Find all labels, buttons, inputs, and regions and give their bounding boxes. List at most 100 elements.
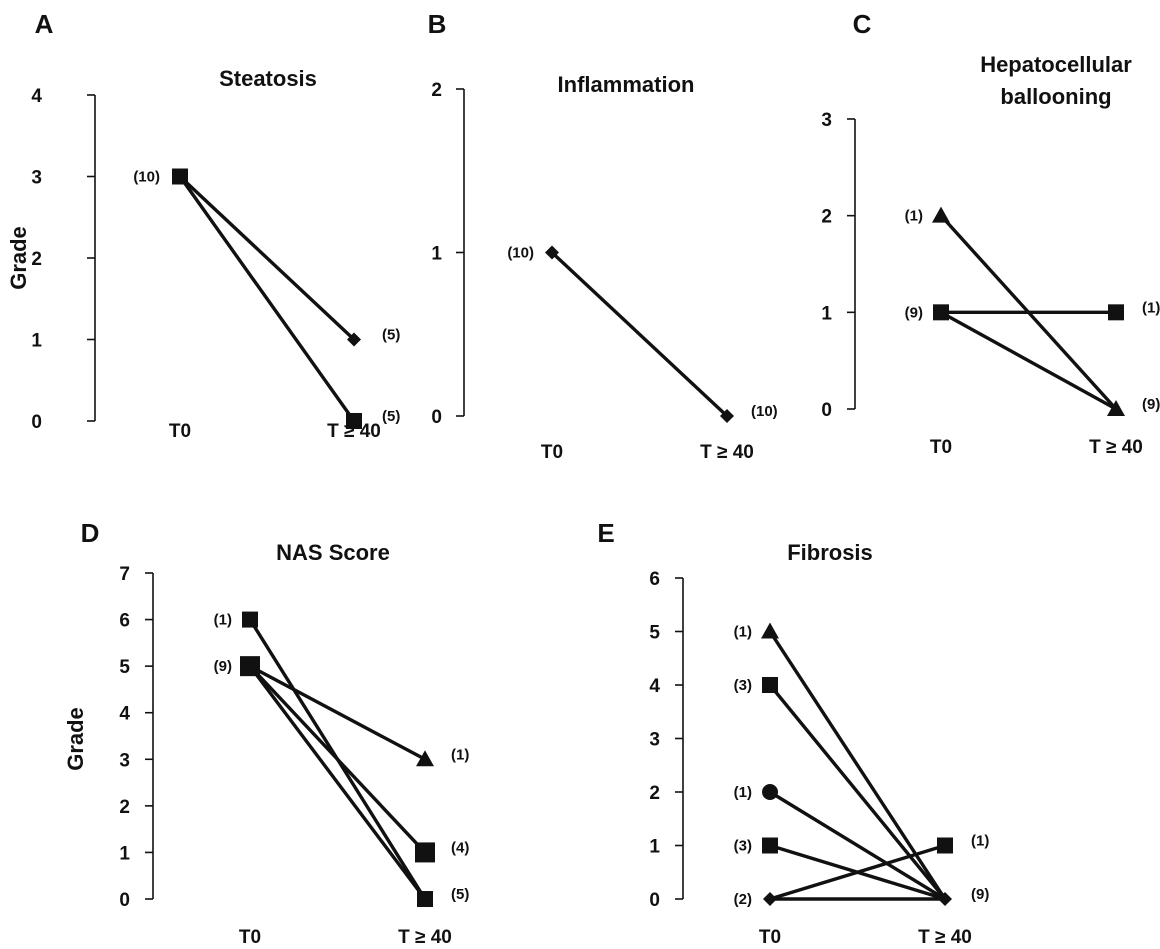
y-tick-label: 1 xyxy=(431,244,442,265)
data-point-triangle xyxy=(761,622,779,639)
y-tick-label: 3 xyxy=(821,110,832,131)
panel-title: Hepatocellular xyxy=(980,52,1132,77)
point-count-label: (1) xyxy=(451,746,469,763)
y-tick-label: 1 xyxy=(649,837,660,858)
y-axis-label: Grade xyxy=(6,226,31,290)
x-category-label: T0 xyxy=(541,442,563,463)
y-tick-label: 4 xyxy=(649,676,660,697)
point-count-label: (3) xyxy=(734,838,752,855)
panel-letter: B xyxy=(428,9,447,39)
panel-title: Fibrosis xyxy=(787,540,873,565)
series-line xyxy=(178,174,356,342)
panel-title: NAS Score xyxy=(276,540,390,565)
panel-e: E Fibrosis 0 1 2 3 4 5 6 T0 T ≥ 40 (1) (3) (1) (3) (2) (… xyxy=(597,518,989,948)
series-line xyxy=(248,664,427,901)
y-tick-label: 0 xyxy=(431,407,442,428)
y-tick-label: 7 xyxy=(119,564,130,585)
series-line xyxy=(939,310,1118,411)
series-line xyxy=(768,629,947,901)
point-count-label: (1) xyxy=(971,833,989,850)
data-point-square xyxy=(937,837,953,854)
y-tick-label: 1 xyxy=(821,303,832,324)
y-tick-label: 2 xyxy=(431,80,442,101)
point-count-label: (9) xyxy=(905,304,923,321)
series-line xyxy=(248,664,427,761)
data-point-square xyxy=(762,837,778,854)
point-count-label: (5) xyxy=(451,886,469,903)
data-point-square xyxy=(1108,304,1124,321)
x-category-label: T0 xyxy=(759,927,781,948)
y-tick-label: 4 xyxy=(31,86,42,107)
y-tick-label: 4 xyxy=(119,704,130,725)
data-point-square xyxy=(762,677,778,693)
point-count-label: (1) xyxy=(1142,299,1160,316)
point-count-label: (9) xyxy=(1142,396,1160,413)
panel-letter: C xyxy=(853,9,872,39)
x-category-label: T ≥ 40 xyxy=(1089,437,1143,458)
data-point-square xyxy=(172,168,188,185)
y-tick-label: 0 xyxy=(649,890,660,911)
data-point-triangle xyxy=(932,206,950,223)
y-tick-label: 5 xyxy=(649,623,660,644)
point-count-label: (4) xyxy=(451,839,469,856)
data-point-square xyxy=(240,656,260,677)
panel-letter: E xyxy=(597,518,614,548)
data-point-diamond xyxy=(938,892,952,906)
y-tick-label: 6 xyxy=(119,611,130,632)
y-tick-label: 1 xyxy=(31,331,42,352)
y-tick-label: 2 xyxy=(821,207,832,228)
panel-letter: D xyxy=(81,518,100,548)
x-category-label: T0 xyxy=(239,927,261,948)
y-tick-label: 0 xyxy=(119,890,130,911)
y-axis-label: Grade xyxy=(63,707,88,771)
panel-letter: A xyxy=(35,9,54,39)
point-count-label: (1) xyxy=(905,208,923,225)
panel-title: Steatosis xyxy=(219,66,317,91)
data-point-diamond xyxy=(545,245,559,260)
point-count-label: (9) xyxy=(971,886,989,903)
y-tick-label: 3 xyxy=(31,168,42,189)
panel-title: Inflammation xyxy=(558,72,695,97)
x-category-label: T0 xyxy=(169,421,191,442)
y-tick-label: 2 xyxy=(649,783,660,804)
panel-c: C Hepatocellular ballooning 0 1 2 3 T0 T ≥ 40 (1)… xyxy=(821,9,1160,458)
data-point-square xyxy=(346,413,362,429)
data-point-square xyxy=(933,304,949,321)
data-point-square xyxy=(415,842,435,863)
y-tick-label: 3 xyxy=(649,730,660,751)
series-line xyxy=(768,843,947,901)
series-line xyxy=(178,174,356,423)
x-category-label: T ≥ 40 xyxy=(918,927,972,948)
point-count-label: (10) xyxy=(507,245,534,262)
panel-b: B Inflammation 0 1 2 T0 T ≥ 40 (10) (10) xyxy=(428,9,778,463)
y-tick-label: 3 xyxy=(119,750,130,771)
y-tick-label: 2 xyxy=(31,249,42,270)
x-category-label: T ≥ 40 xyxy=(327,421,381,442)
y-tick-label: 0 xyxy=(31,412,42,433)
panel-d: D NAS Score Grade 0 1 2 3 4 5 6 7 T0 T ≥ 40 (1) (9) (1)… xyxy=(63,518,469,948)
panel-title: ballooning xyxy=(1000,84,1111,109)
series-line xyxy=(768,790,947,901)
data-point-triangle xyxy=(1107,400,1125,416)
point-count-label: (5) xyxy=(382,408,400,425)
series-line xyxy=(550,250,729,418)
point-count-label: (1) xyxy=(734,624,752,641)
point-count-label: (2) xyxy=(734,891,752,908)
point-count-label: (1) xyxy=(214,612,232,629)
y-tick-label: 6 xyxy=(649,569,660,590)
x-category-label: T ≥ 40 xyxy=(398,927,452,948)
y-tick-label: 0 xyxy=(821,400,832,421)
series-line xyxy=(768,683,947,901)
point-count-label: (10) xyxy=(751,403,778,420)
data-point-diamond xyxy=(720,409,734,423)
point-count-label: (9) xyxy=(214,658,232,675)
point-count-label: (5) xyxy=(382,327,400,344)
point-count-label: (1) xyxy=(734,784,752,801)
series-line xyxy=(248,664,427,855)
data-point-diamond xyxy=(347,332,361,347)
x-category-label: T0 xyxy=(930,437,952,458)
y-tick-label: 5 xyxy=(119,657,130,678)
x-category-label: T ≥ 40 xyxy=(700,442,754,463)
data-point-square xyxy=(417,891,433,907)
